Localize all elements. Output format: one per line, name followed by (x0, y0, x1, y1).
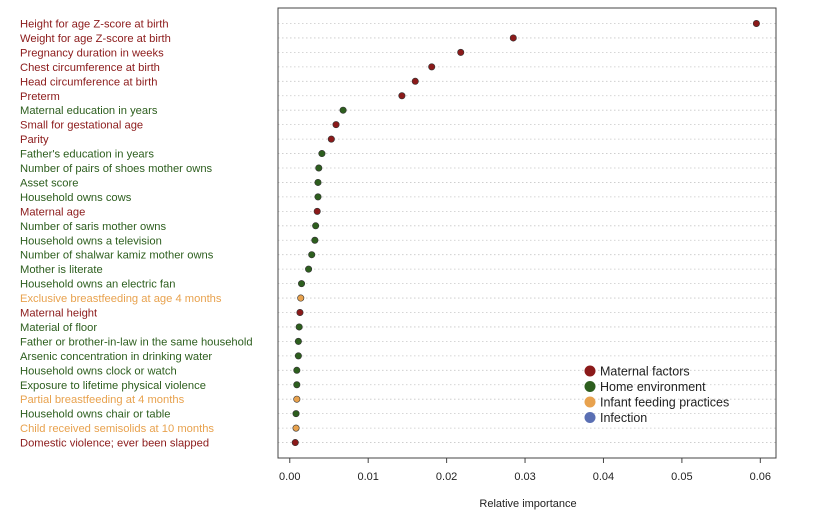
x-axis-label: Relative importance (479, 498, 576, 510)
x-axis-ticks: 0.00 0.01 0.02 0.03 0.04 0.05 0.06 (279, 458, 771, 483)
category-label: Arsenic concentration in drinking water (20, 351, 212, 363)
data-point (294, 352, 302, 360)
data-point (312, 222, 320, 230)
data-point (509, 34, 517, 42)
data-point (292, 424, 300, 432)
x-tick-label: 0.00 (279, 471, 300, 483)
data-point (295, 323, 303, 331)
category-label: Chest circumference at birth (20, 62, 160, 74)
category-label: Exposure to lifetime physical violence (20, 380, 206, 392)
category-label: Household owns a television (20, 235, 162, 247)
data-point (752, 19, 760, 27)
category-label: Domestic violence; ever been slapped (20, 438, 209, 450)
data-points (291, 19, 760, 447)
category-label: Household owns chair or table (20, 409, 171, 421)
legend-label: Maternal factors (600, 365, 690, 379)
category-label: Preterm (20, 91, 60, 103)
category-label: Material of floor (20, 322, 97, 334)
legend-swatch (584, 396, 596, 408)
data-point (298, 280, 306, 288)
x-tick-label: 0.01 (357, 471, 378, 483)
data-point (293, 381, 301, 389)
x-tick-label: 0.06 (750, 471, 771, 483)
category-label: Household owns clock or watch (20, 365, 177, 377)
data-point (293, 366, 301, 374)
legend-swatch (584, 412, 596, 423)
data-point (292, 410, 300, 418)
data-point (305, 265, 313, 273)
category-label: Household owns an electric fan (20, 279, 175, 291)
category-label: Maternal education in years (20, 105, 158, 117)
data-point (411, 77, 419, 85)
data-point (457, 48, 465, 56)
category-label: Father's education in years (20, 149, 154, 161)
legend-label: Home environment (600, 380, 706, 394)
x-tick-label: 0.05 (671, 471, 692, 483)
category-label: Number of shalwar kamiz mother owns (20, 250, 214, 262)
category-label: Mother is literate (20, 264, 103, 276)
legend-label: Infection (600, 411, 647, 425)
data-point (327, 135, 335, 143)
data-point (428, 63, 436, 71)
x-tick-label: 0.04 (593, 471, 614, 483)
data-point (313, 207, 321, 215)
data-point (311, 236, 319, 244)
data-point (296, 308, 304, 316)
data-point (315, 164, 323, 172)
category-label: Exclusive breastfeeding at age 4 months (20, 293, 222, 305)
data-point (291, 439, 299, 447)
legend-swatch (584, 365, 596, 377)
data-point (314, 193, 322, 201)
data-point (318, 150, 326, 158)
data-point (339, 106, 347, 114)
category-label: Maternal age (20, 206, 85, 218)
category-label: Head circumference at birth (20, 76, 157, 88)
data-point (314, 178, 322, 186)
data-point (297, 294, 305, 302)
category-label: Household owns cows (20, 192, 132, 204)
category-label: Maternal height (20, 308, 98, 320)
data-point (332, 121, 340, 129)
legend-swatch (584, 381, 596, 392)
category-label: Number of saris mother owns (20, 221, 167, 233)
category-label: Parity (20, 134, 49, 146)
x-tick-label: 0.03 (514, 471, 535, 483)
category-label: Weight for age Z-score at birth (20, 33, 171, 45)
data-point (294, 337, 302, 345)
category-label: Asset score (20, 177, 78, 189)
category-label: Father or brother-in-law in the same hou… (20, 336, 253, 348)
category-label: Height for age Z-score at birth (20, 19, 169, 31)
legend-label: Infant feeding practices (600, 396, 729, 410)
data-point (293, 395, 301, 403)
category-label: Child received semisolids at 10 months (20, 423, 214, 435)
x-tick-label: 0.02 (436, 471, 457, 483)
category-label: Small for gestational age (20, 120, 143, 132)
category-label: Pregnancy duration in weeks (20, 47, 164, 59)
plot-area-frame (277, 7, 777, 459)
gridlines (278, 23, 776, 443)
category-labels: Height for age Z-score at birth Weight fo… (20, 19, 253, 450)
data-point (398, 92, 406, 100)
category-label: Number of pairs of shoes mother owns (20, 163, 213, 175)
data-point (308, 251, 316, 259)
category-label: Partial breastfeeding at 4 months (20, 394, 185, 406)
